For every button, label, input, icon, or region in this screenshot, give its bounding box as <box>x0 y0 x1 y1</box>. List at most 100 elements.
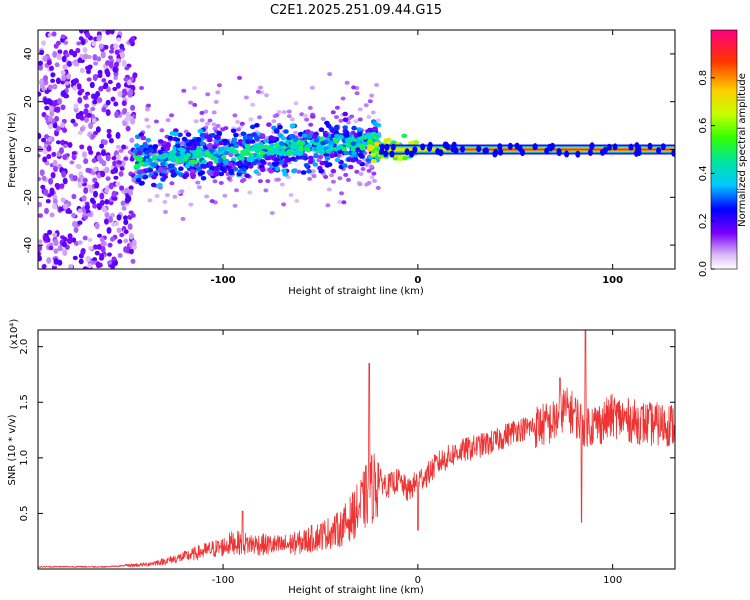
spectral-cell <box>88 186 94 194</box>
spectral-cell <box>128 88 134 96</box>
spectral-cell <box>133 164 140 169</box>
snr-y-multiplier: (x10⁴) <box>9 319 20 350</box>
spectral-cell <box>111 222 117 227</box>
spectral-cell <box>119 166 125 171</box>
spectral-cell <box>86 77 92 82</box>
spectrogram-x-ticks: -100 0 100 <box>211 30 623 286</box>
spectral-cell <box>41 86 47 92</box>
spectral-cell <box>114 49 120 55</box>
spectral-cell <box>110 96 116 102</box>
spectral-cell <box>263 138 269 144</box>
spectral-cell <box>38 202 43 208</box>
spectral-cell <box>420 143 426 151</box>
spectral-cell <box>108 138 114 144</box>
spectral-cell <box>49 111 55 117</box>
spectral-cell <box>195 149 202 155</box>
spectral-cell <box>42 235 48 242</box>
spectral-cell <box>57 97 62 105</box>
spectral-cell <box>207 118 213 123</box>
spectral-cell <box>281 202 287 207</box>
spectral-cell <box>110 212 115 218</box>
spectral-cell <box>158 154 164 160</box>
spectral-cell <box>286 109 292 114</box>
spectral-cell <box>62 177 68 185</box>
colorbar-label: Normalized spectral amplitude <box>737 73 748 227</box>
spectral-cell <box>100 30 106 33</box>
spectral-cell <box>257 144 264 150</box>
spectral-cell <box>369 175 375 180</box>
spectral-cell <box>335 145 342 151</box>
spectral-cell <box>121 100 127 107</box>
spectral-cell <box>123 238 129 244</box>
spectral-cell <box>234 188 239 193</box>
spectral-cell <box>389 150 395 158</box>
spectral-cell <box>206 143 212 149</box>
spectral-cell <box>92 99 98 105</box>
spectral-cell <box>408 140 414 146</box>
spectral-cell <box>131 239 137 247</box>
spectral-cell <box>77 220 83 225</box>
spectral-cell <box>242 135 249 140</box>
spectral-cell <box>323 160 329 166</box>
spectral-cell <box>138 161 145 167</box>
spectral-cell <box>271 119 277 124</box>
spectral-cell <box>203 109 209 114</box>
spectral-cell <box>117 239 123 244</box>
spectral-cell <box>185 152 192 158</box>
spectral-cell <box>108 55 113 60</box>
spectral-cell <box>128 210 134 215</box>
spectral-cell <box>75 112 81 120</box>
spectral-cell <box>82 266 88 269</box>
spectral-cell <box>56 53 62 60</box>
x-tick-label: 100 <box>602 275 623 286</box>
spectral-cell <box>154 194 160 198</box>
spectral-cell <box>169 113 175 118</box>
spectral-cell <box>73 122 79 127</box>
spectral-cell <box>60 34 66 39</box>
spectral-cell <box>200 176 207 181</box>
spectral-cell <box>358 172 364 176</box>
spectral-cell <box>165 118 171 123</box>
spectral-cell <box>507 142 513 150</box>
colorbar-tick-label: 0.4 <box>698 165 709 181</box>
spectral-cell <box>91 40 97 47</box>
spectral-cell <box>342 111 349 117</box>
spectral-cell <box>246 157 252 162</box>
spectral-cell <box>134 143 140 148</box>
spectral-cell <box>119 43 125 50</box>
spectral-cell <box>249 139 256 144</box>
spectral-cell <box>371 171 377 176</box>
spectral-cell <box>105 176 111 181</box>
spectral-cell <box>338 118 344 123</box>
spectrogram-panel: -100 0 100 -40 -20 0 20 40 Height of straight … <box>7 29 676 297</box>
spectral-cell <box>97 97 103 103</box>
spectral-cell <box>660 143 666 151</box>
spectral-cell <box>67 141 73 148</box>
spectral-cell <box>286 151 293 157</box>
spectral-cell <box>145 124 151 129</box>
spectral-cell <box>343 172 349 177</box>
spectral-cell <box>82 235 88 241</box>
spectral-cell <box>204 194 210 199</box>
spectral-cell <box>317 154 324 160</box>
spectral-cell <box>313 137 320 143</box>
spectral-cell <box>236 127 241 132</box>
spectral-cell <box>355 147 362 152</box>
spectral-cell <box>211 156 218 161</box>
spectral-cell <box>40 184 46 190</box>
spectral-cell <box>343 150 350 156</box>
spectral-cell <box>38 64 43 71</box>
spectral-cell <box>54 62 60 68</box>
spectral-cell <box>122 107 128 114</box>
spectral-cell <box>304 144 311 149</box>
spectral-cell <box>370 158 377 164</box>
spectral-cell <box>85 32 91 39</box>
spectral-cell <box>111 156 117 161</box>
spectral-cell <box>409 150 414 158</box>
spectral-cell <box>312 162 319 167</box>
spectral-cell <box>356 181 362 186</box>
spectral-cell <box>38 153 41 158</box>
spectral-cell <box>263 144 270 150</box>
spectral-cell <box>128 189 134 196</box>
spectral-cell <box>671 149 675 157</box>
